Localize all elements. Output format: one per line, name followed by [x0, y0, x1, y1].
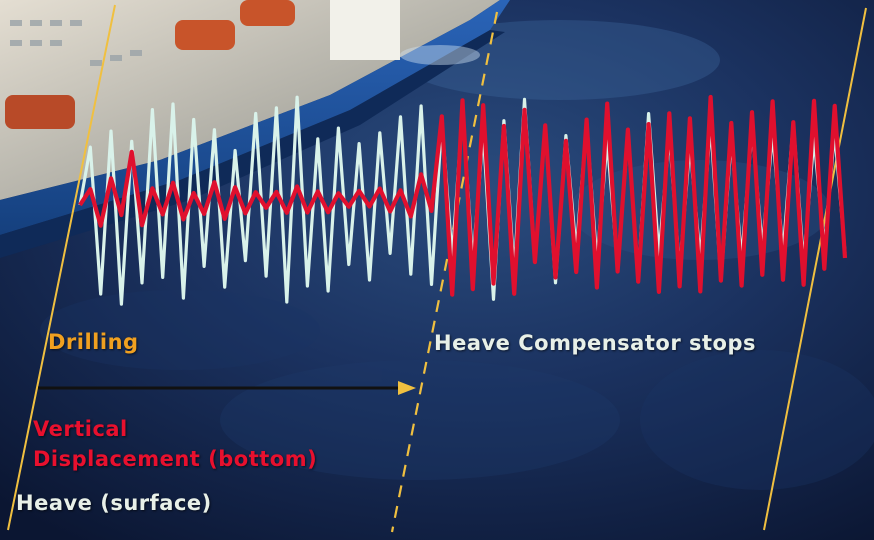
compensator-stop-line: [390, 11, 499, 533]
vertical-displacement-label: Vertical Displacement (bottom): [33, 414, 317, 474]
ship-superstructure: [330, 0, 400, 60]
drilling-label: Drilling: [48, 330, 139, 354]
heave-surface-label: Heave (surface): [16, 491, 212, 515]
bow-wake: [400, 45, 480, 65]
ship-windows: [10, 20, 142, 66]
drilling-arrow-head: [398, 381, 416, 395]
lifeboat-3: [5, 95, 75, 129]
left-guide-line: [7, 4, 116, 531]
lifeboat-2: [240, 0, 295, 26]
right-guide-line: [763, 7, 867, 531]
vertical-displacement-trace: [78, 94, 848, 297]
ship-hull-shadow: [0, 30, 505, 258]
heave-compensator-stops-label: Heave Compensator stops: [434, 331, 756, 355]
lifeboat-1: [175, 20, 235, 50]
vertical-displacement-label-line1: Vertical: [33, 417, 128, 441]
vertical-displacement-label-line2: Displacement (bottom): [33, 447, 318, 471]
